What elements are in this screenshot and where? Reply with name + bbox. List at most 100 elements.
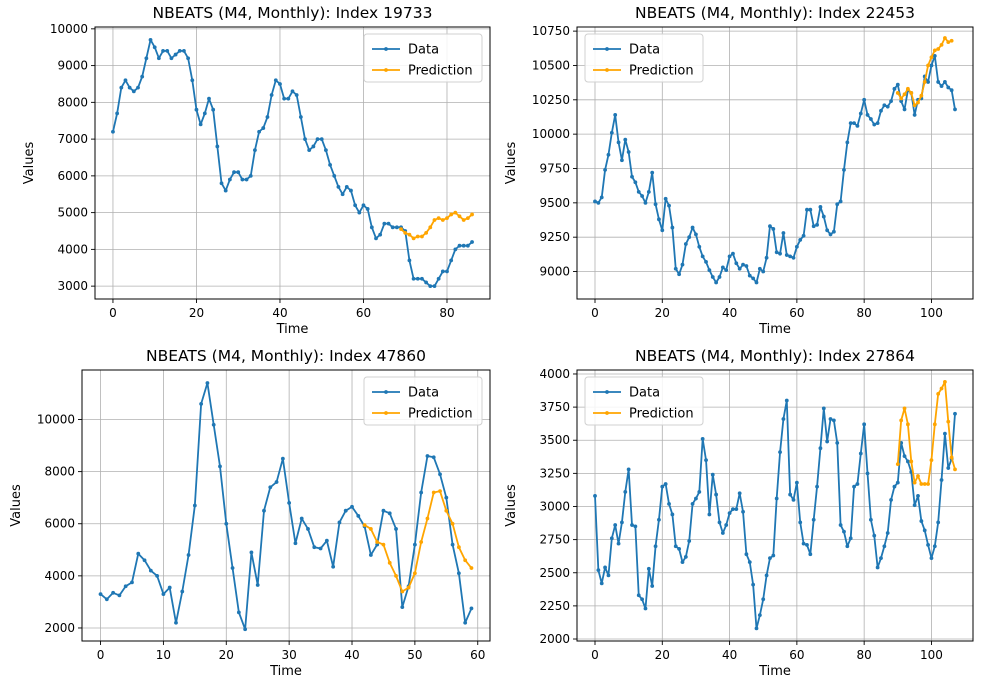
data-point [182, 48, 186, 53]
data-point [230, 566, 235, 570]
data-point [943, 80, 947, 84]
data-point [848, 536, 853, 541]
data-point [895, 82, 900, 87]
data-point [161, 592, 166, 596]
data-point [290, 89, 295, 94]
data-point [892, 86, 897, 91]
y-tick-label: 2000 [44, 621, 75, 635]
data-point [690, 225, 695, 230]
x-tick-label: 60 [789, 648, 804, 662]
prediction-point [461, 218, 466, 222]
prediction-point [449, 212, 454, 217]
y-tick-label: 4000 [57, 242, 88, 256]
data-point [349, 188, 353, 193]
data-point [707, 512, 712, 517]
data-point [165, 48, 170, 53]
prediction-point [419, 540, 424, 544]
legend-label: Data [408, 386, 439, 401]
data-point [855, 482, 860, 486]
data-point [744, 552, 749, 557]
prediction-point [440, 218, 445, 222]
legend: Data Prediction [584, 33, 704, 83]
data-point [223, 188, 228, 193]
data-point [148, 568, 153, 573]
prediction-point [406, 585, 411, 590]
data-point [794, 244, 799, 249]
x-tick-label: 10 [156, 648, 171, 662]
data-point [274, 480, 279, 484]
y-tick-label: 10750 [532, 24, 570, 38]
data-point [407, 258, 412, 263]
data-point [606, 573, 611, 578]
data-point [862, 97, 867, 102]
data-point [419, 490, 424, 495]
data-point [415, 276, 420, 281]
data-point [332, 173, 337, 178]
prediction-point [420, 234, 424, 239]
data-point [768, 556, 772, 561]
data-point [298, 115, 303, 119]
data-point [152, 45, 157, 50]
data-point [734, 261, 739, 266]
data-point [156, 56, 161, 61]
data-point [350, 504, 354, 509]
data-point [650, 170, 655, 175]
data-point [140, 74, 145, 79]
y-tick-label: 2250 [539, 599, 570, 613]
x-tick-label: 0 [109, 306, 117, 320]
prediction-point [450, 521, 455, 526]
data-point [117, 593, 122, 598]
prediction-point [399, 227, 403, 232]
data-point [603, 167, 607, 172]
data-point [620, 158, 624, 163]
data-point [953, 107, 957, 112]
legend: Data Prediction [363, 33, 483, 83]
data-point [895, 480, 900, 485]
data-point [444, 495, 449, 500]
prediction-point [470, 212, 474, 217]
data-point [734, 507, 739, 512]
data-point [805, 207, 809, 212]
data-point [781, 417, 786, 421]
prediction-point [445, 216, 449, 221]
prediction-point [432, 218, 437, 222]
data-point [858, 111, 863, 116]
data-point [104, 597, 109, 602]
data-point [916, 493, 920, 498]
y-tick-label: 3000 [539, 499, 570, 513]
data-point [311, 144, 316, 149]
data-point [243, 627, 248, 632]
data-point [754, 280, 759, 285]
data-point [754, 626, 759, 631]
data-point [929, 556, 934, 561]
prediction-point [394, 573, 398, 578]
data-point [747, 560, 752, 565]
data-point [219, 181, 224, 186]
plot-frame [576, 369, 974, 642]
data-point [299, 516, 304, 521]
data-point [432, 284, 437, 289]
x-tick-label: 40 [722, 306, 737, 320]
y-tick-label: 4000 [44, 569, 75, 583]
data-point [131, 89, 136, 94]
data-point [207, 96, 211, 101]
data-point [677, 547, 682, 551]
data-point [683, 242, 688, 246]
data-point [727, 511, 732, 516]
x-axis-label: Time [758, 664, 791, 679]
plot-frame [576, 26, 974, 300]
prediction-point [463, 558, 468, 563]
prediction-point [902, 406, 907, 411]
data-point [657, 517, 661, 522]
y-axis-label: Values [504, 484, 519, 527]
data-point [700, 437, 705, 441]
y-tick-label: 2500 [539, 566, 570, 580]
data-point [852, 484, 856, 489]
data-point [424, 280, 429, 285]
data-point [717, 520, 722, 525]
data-point [361, 203, 366, 208]
data-point [123, 584, 128, 589]
data-point [885, 104, 890, 109]
data-point [815, 484, 819, 489]
y-tick-label: 2000 [539, 632, 570, 646]
